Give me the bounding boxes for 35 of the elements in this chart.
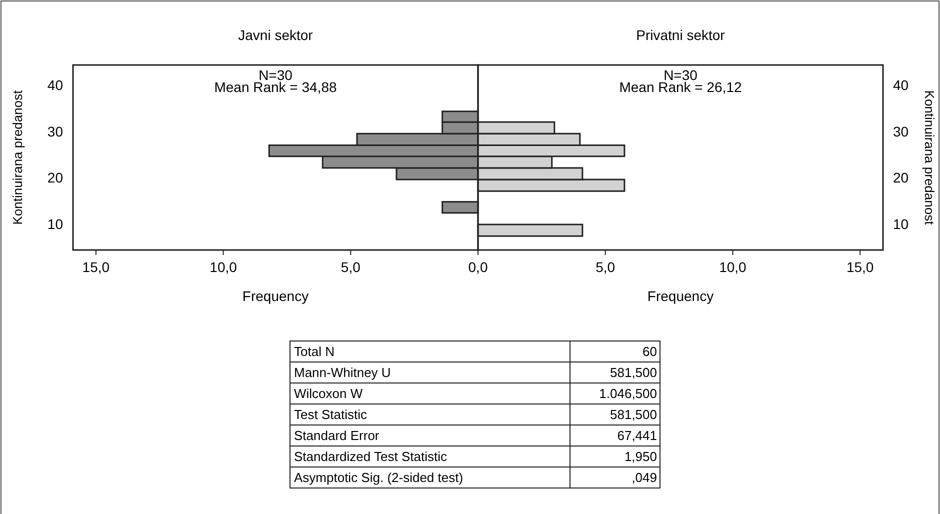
text: ,049 xyxy=(632,470,657,485)
x-tick-label: 10,0 xyxy=(719,259,747,275)
text: 1.046,500 xyxy=(599,386,657,401)
text: Test Statistic xyxy=(294,407,368,422)
text: 581,500 xyxy=(610,407,657,422)
text: 581,500 xyxy=(610,365,657,380)
text: Total N xyxy=(294,344,334,359)
text: 1,950 xyxy=(624,449,657,464)
text: 67,441 xyxy=(617,428,657,443)
y-tick-label: 10 xyxy=(47,216,64,232)
text: Standardized Test Statistic xyxy=(294,449,448,464)
x-tick-label: 5,0 xyxy=(596,259,616,275)
y-axis-title: Kontinuirana predanost xyxy=(922,90,937,226)
text: Asymptotic Sig. (2-sided test) xyxy=(294,470,464,485)
y-tick-label: 40 xyxy=(47,76,64,93)
y-axis-title: Kontinuirana predanost xyxy=(10,90,25,225)
chart-title: Privatni sektor xyxy=(636,27,726,43)
text: Mann-Whitney U xyxy=(294,365,391,380)
x-axis-title: Frequency xyxy=(647,288,714,304)
x-tick-label: 5,0 xyxy=(340,259,361,275)
y-tick-label: 20 xyxy=(893,170,909,186)
y-tick-label: 40 xyxy=(893,76,909,93)
y-tick-label: 30 xyxy=(893,123,909,140)
x-axis-title: Frequency xyxy=(242,288,309,304)
x-tick-label: 0,0 xyxy=(468,259,488,275)
y-tick-label: 20 xyxy=(47,170,64,186)
text: Wilcoxon W xyxy=(294,386,364,401)
x-tick-label: 15,0 xyxy=(846,259,874,275)
chart-title: Javni sektor xyxy=(238,27,314,43)
y-tick-label: 30 xyxy=(47,123,64,140)
text: 60 xyxy=(642,344,657,359)
text: Standard Error xyxy=(294,428,380,443)
x-tick-label: 15,0 xyxy=(82,259,110,275)
x-tick-label: 10,0 xyxy=(210,259,238,275)
y-tick-label: 10 xyxy=(893,216,909,232)
